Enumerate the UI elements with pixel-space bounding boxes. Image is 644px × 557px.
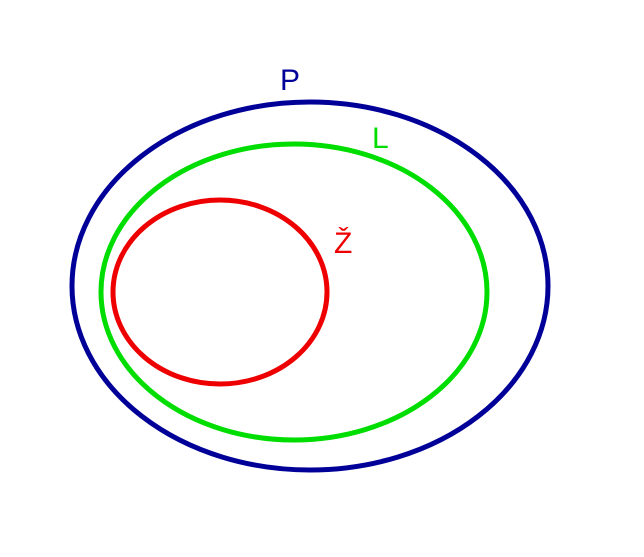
set-p-ellipse — [69, 99, 551, 473]
set-z-ellipse — [110, 197, 330, 387]
set-z-label: Ž — [334, 227, 352, 260]
set-l-label: L — [372, 122, 389, 155]
set-l-ellipse — [98, 141, 490, 443]
set-p-label: P — [280, 64, 300, 97]
